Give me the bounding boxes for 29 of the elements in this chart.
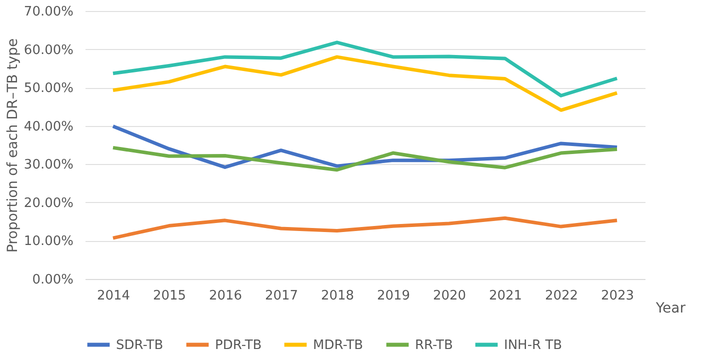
line-series — [111, 55, 619, 112]
x-tick-label: 2020 — [432, 288, 466, 304]
x-tick-label: 2022 — [544, 288, 578, 304]
legend-label: PDR-TB — [215, 338, 262, 353]
y-tick-label: 40.00% — [24, 119, 74, 134]
x-tick-label: 2019 — [376, 288, 410, 304]
legend-label: SDR-TB — [116, 338, 164, 353]
y-tick-label: 70.00% — [24, 4, 74, 20]
x-tick-label: 2016 — [208, 288, 242, 304]
y-tick-label: 20.00% — [24, 196, 74, 211]
y-tick-label: 50.00% — [24, 81, 74, 96]
y-tick-label: 30.00% — [24, 158, 74, 173]
legend-label: INH-R TB — [504, 338, 562, 353]
x-tick-label: 2018 — [320, 288, 354, 304]
x-tick-label: 2014 — [96, 288, 130, 304]
y-tick-label: 10.00% — [24, 234, 74, 250]
line-series — [111, 146, 619, 172]
line-series — [111, 216, 619, 240]
legend-label: RR-TB — [415, 338, 453, 353]
x-tick-label: 2021 — [488, 288, 522, 304]
legend-label: MDR-TB — [313, 338, 364, 353]
line-series — [111, 40, 619, 98]
x-tick-label: 2015 — [152, 288, 186, 304]
y-axis-title: Proportion of each DR–TB type — [4, 38, 21, 253]
x-axis-title: Year — [654, 300, 686, 316]
y-tick-label: 60.00% — [24, 42, 74, 58]
x-tick-label: 2017 — [264, 288, 298, 304]
x-tick-label: 2023 — [600, 288, 634, 304]
y-tick-label: 0.00% — [32, 272, 74, 288]
